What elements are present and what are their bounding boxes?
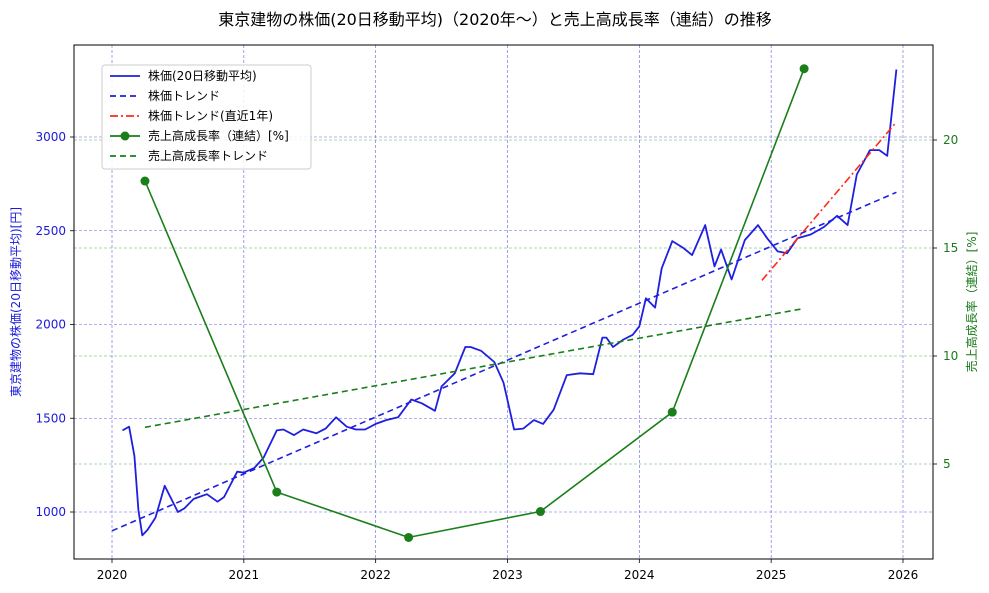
right-y-axis: 5 10 15 20 xyxy=(933,133,958,471)
right-tick-label: 15 xyxy=(943,241,958,255)
growth-rate-marker xyxy=(535,507,545,517)
gridlines xyxy=(74,45,933,559)
growth-trend-line xyxy=(144,307,805,429)
chart-title: 東京建物の株価(20日移動平均)（2020年〜）と売上高成長率（連結）の推移 xyxy=(218,10,772,29)
legend-label: 株価(20日移動平均) xyxy=(148,68,257,83)
right-tick-label: 10 xyxy=(943,349,958,363)
price-trend-line xyxy=(111,191,897,532)
x-tick-label: 2026 xyxy=(888,568,919,582)
legend-marker xyxy=(120,131,130,141)
x-axis: 2020 2021 2022 2023 2024 2025 2026 xyxy=(97,559,919,582)
x-tick-label: 2020 xyxy=(97,568,128,582)
growth-rate-marker xyxy=(140,176,150,186)
price-trend-recent-line xyxy=(761,121,898,281)
x-tick-label: 2022 xyxy=(360,568,391,582)
series-layer xyxy=(111,64,898,542)
left-tick-label: 3000 xyxy=(35,130,66,144)
plot-frame xyxy=(73,44,934,560)
growth-rate-marker xyxy=(272,487,282,497)
x-tick-label: 2025 xyxy=(756,568,787,582)
right-axis-label: 売上高成長率（連結）[%] xyxy=(964,232,979,373)
legend-box xyxy=(101,64,312,170)
price-line xyxy=(122,69,898,537)
left-axis-label: 東京建物の株価(20日移動平均)[円] xyxy=(8,207,23,397)
x-tick-label: 2024 xyxy=(624,568,655,582)
x-tick-label: 2021 xyxy=(229,568,260,582)
right-tick-label: 5 xyxy=(943,457,951,471)
legend-label: 株価トレンド xyxy=(148,88,220,103)
legend-label: 売上高成長率トレンド xyxy=(148,148,268,163)
legend-label: 株価トレンド(直近1年) xyxy=(148,108,273,123)
left-tick-label: 2500 xyxy=(35,224,66,238)
right-tick-label: 20 xyxy=(943,133,958,147)
left-tick-label: 1500 xyxy=(35,411,66,425)
legend-label: 売上高成長率（連結）[%] xyxy=(148,128,289,143)
left-y-axis: 1000 1500 2000 2500 3000 xyxy=(35,130,74,519)
growth-rate-marker xyxy=(667,407,677,417)
growth-rate-marker xyxy=(404,532,414,542)
growth-rate-marker xyxy=(799,64,809,74)
left-tick-label: 2000 xyxy=(35,318,66,332)
left-tick-label: 1000 xyxy=(35,505,66,519)
growth-rate-line xyxy=(144,68,805,539)
x-tick-label: 2023 xyxy=(492,568,523,582)
